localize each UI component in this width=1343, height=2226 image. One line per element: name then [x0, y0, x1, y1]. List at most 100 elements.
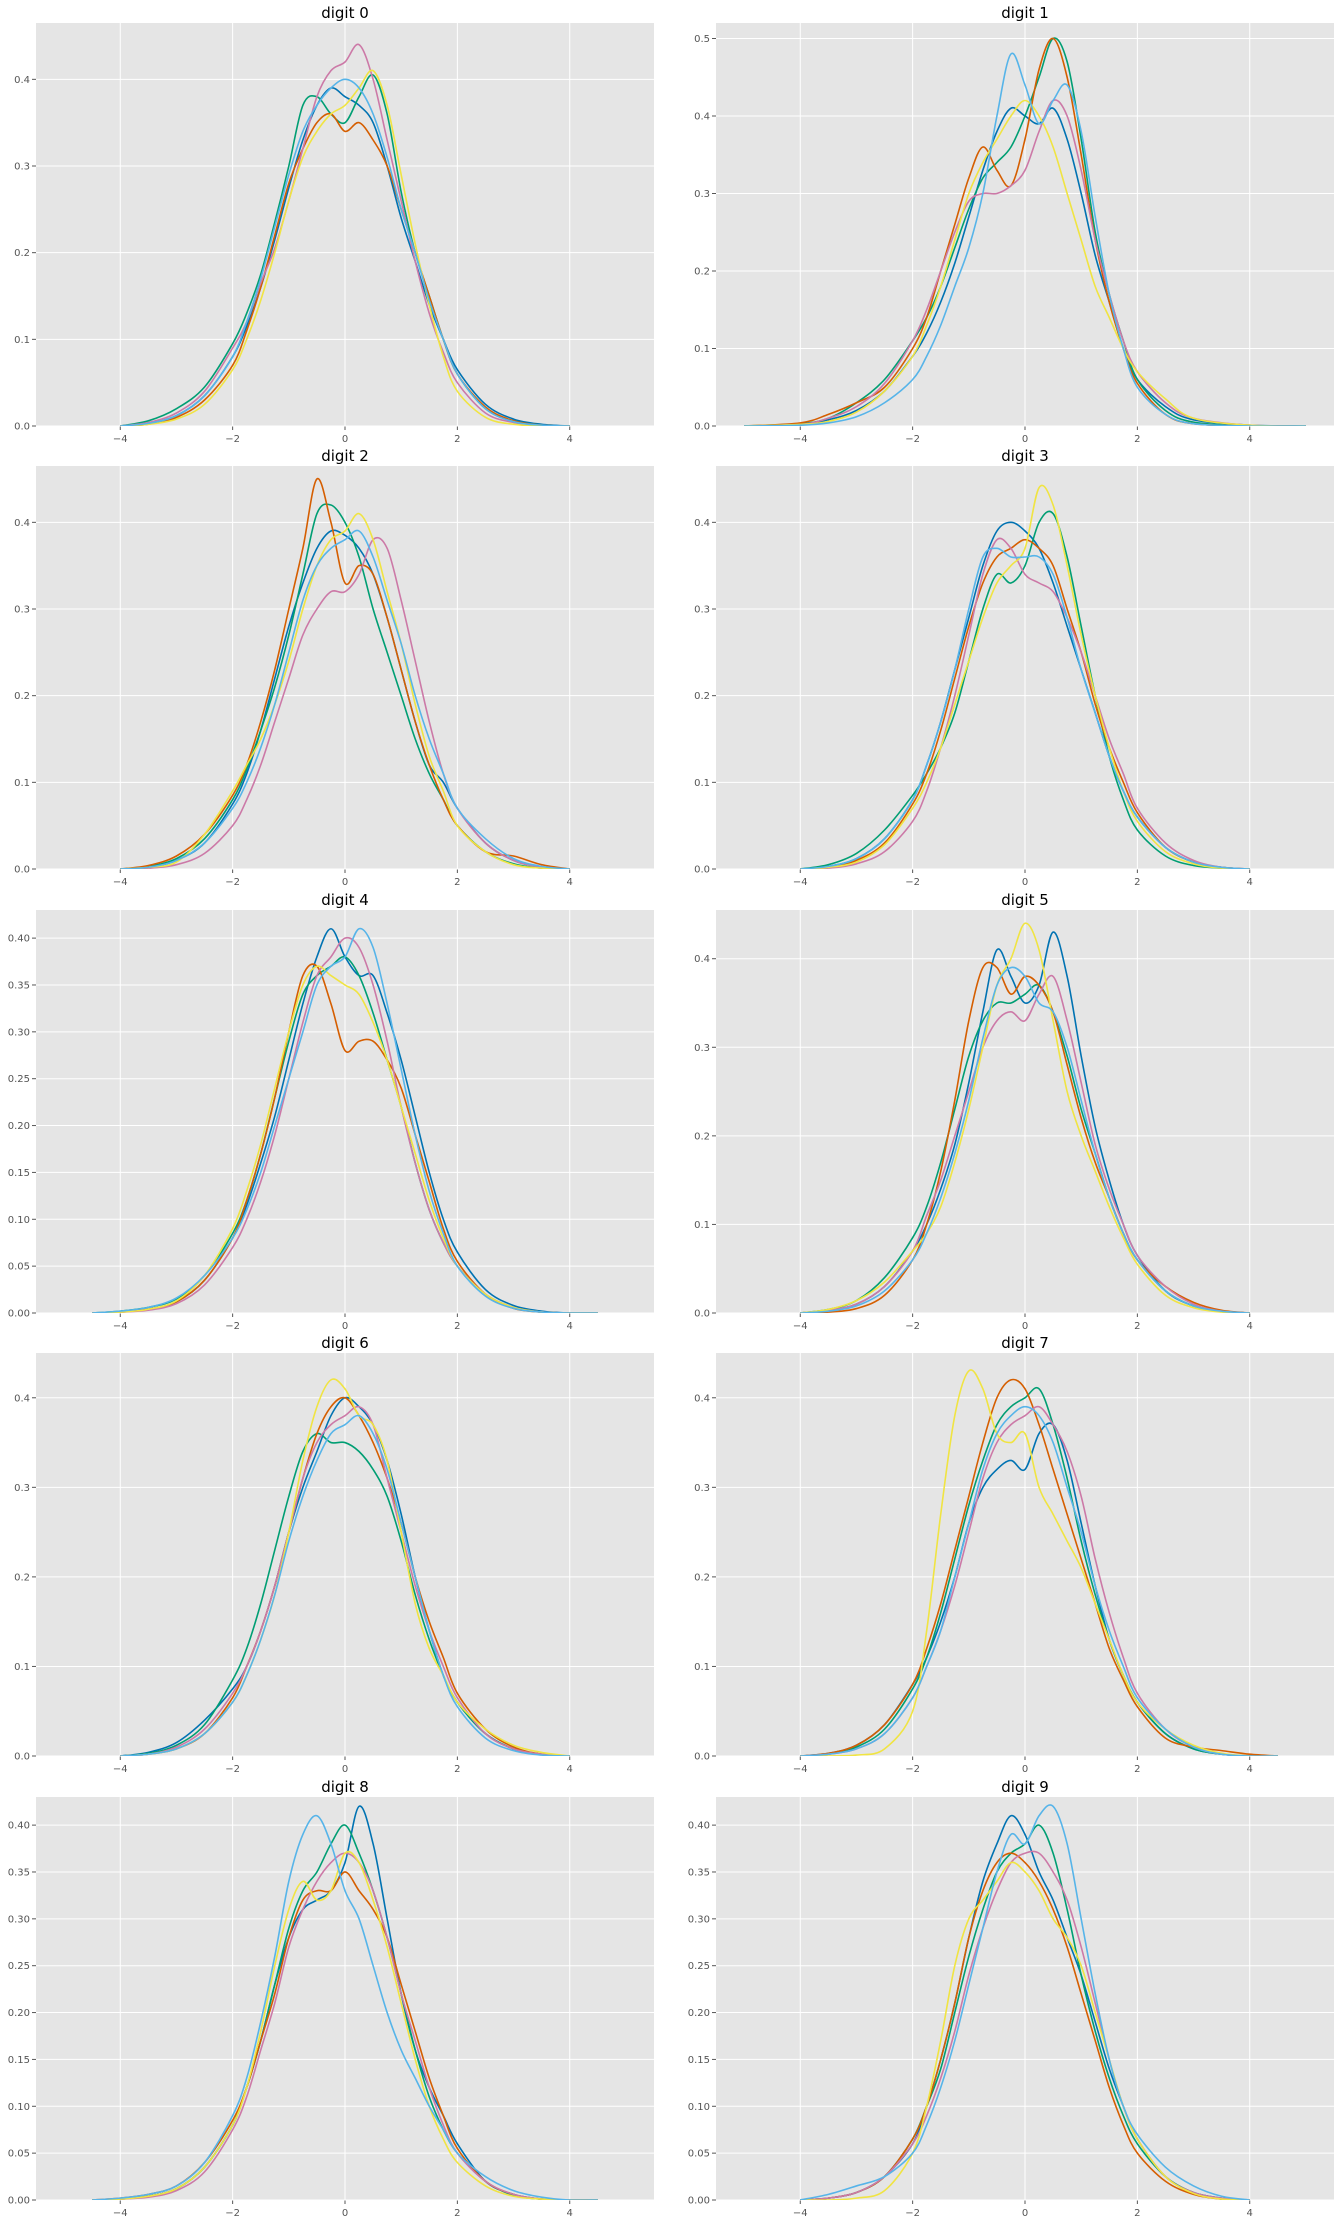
density-line-series-5	[744, 52, 1306, 426]
density-line-series-1	[800, 510, 1250, 869]
x-tick-label: −4	[793, 2208, 808, 2219]
density-line-series-3	[120, 43, 570, 426]
chart-title: digit 6	[321, 1334, 369, 1352]
y-tick-label: 0.05	[8, 2149, 30, 2160]
chart-panel-0: digit 0 −4 −2 0 2 4 0.0 0.1 0.2 0.3 0.4	[0, 0, 660, 452]
x-tick-label: −2	[225, 1764, 240, 1775]
y-tick-label: 0.3	[14, 605, 30, 616]
y-tick-label: 0.00	[8, 1309, 30, 1320]
x-tick-label: 2	[454, 1764, 460, 1775]
x-tick-label: 4	[567, 1764, 573, 1775]
x-tick-label: −4	[113, 1321, 128, 1332]
y-tick-label: 0.2	[14, 691, 30, 702]
x-tick-label: 0	[1022, 877, 1028, 888]
x-tick-label: 2	[1134, 1764, 1140, 1775]
chart-title: digit 4	[321, 891, 369, 909]
y-tick-label: 0.20	[8, 1121, 30, 1132]
y-tick-label: 0.40	[8, 934, 30, 945]
chart-panel-4: digit 4 −4 −2 0 2 4 0.00 0.05 0.10 0.15 0.20 0.25 0.…	[0, 887, 660, 1339]
y-tick-label: 0.00	[8, 2196, 30, 2207]
x-tick-label: 4	[567, 1321, 573, 1332]
chart-panel-7: digit 7 −4 −2 0 2 4 0.0 0.1 0.2 0.3 0.4	[680, 1330, 1340, 1782]
y-tick-label: 0.10	[688, 2102, 710, 2113]
chart-svg: digit 2 −4 −2 0 2 4 0.0 0.1 0.2 0.3 0.4	[14, 447, 654, 888]
x-tick-label: 0	[1022, 2208, 1028, 2219]
y-tick-label: 0.10	[8, 2102, 30, 2113]
chart-title: digit 8	[321, 1778, 369, 1796]
y-tick-label: 0.0	[694, 422, 710, 433]
x-tick-label: 2	[1134, 434, 1140, 445]
density-line-series-4	[800, 484, 1250, 869]
series-group	[120, 43, 570, 426]
y-tick-label: 0.1	[694, 344, 710, 355]
x-tick-label: 2	[454, 2208, 460, 2219]
density-line-series-5	[120, 1414, 570, 1756]
y-tick-label: 0.25	[8, 1074, 30, 1085]
y-tick-label: 0.00	[688, 2196, 710, 2207]
x-tick-label: −4	[113, 434, 128, 445]
series-group	[92, 927, 598, 1313]
x-tick-label: 4	[1247, 434, 1253, 445]
y-tick-label: 0.25	[8, 1961, 30, 1972]
x-tick-label: 0	[342, 1764, 348, 1775]
y-tick-label: 0.4	[694, 112, 710, 123]
y-tick-label: 0.25	[688, 1961, 710, 1972]
x-tick-label: 4	[567, 434, 573, 445]
y-tick-label: 0.0	[14, 865, 30, 876]
x-tick-label: 2	[454, 1321, 460, 1332]
y-tick-label: 0.3	[694, 1043, 710, 1054]
y-tick-label: 0.2	[694, 1131, 710, 1142]
density-line-series-2	[744, 37, 1306, 426]
y-tick-label: 0.20	[8, 2008, 30, 2019]
y-tick-label: 0.15	[8, 2055, 30, 2066]
x-tick-label: −2	[225, 434, 240, 445]
x-tick-label: 2	[454, 434, 460, 445]
density-line-series-2	[800, 538, 1250, 869]
y-tick-label: 0.15	[688, 2055, 710, 2066]
density-line-series-2	[92, 963, 598, 1313]
chart-svg: digit 4 −4 −2 0 2 4 0.00 0.05 0.10 0.15 0.20 0.25 0.…	[8, 891, 654, 1332]
y-tick-label: 0.40	[688, 1821, 710, 1832]
y-tick-label: 0.1	[14, 335, 30, 346]
x-tick-label: 0	[342, 877, 348, 888]
y-tick-label: 0.1	[694, 1662, 710, 1673]
series-group	[120, 1378, 570, 1756]
y-tick-label: 0.0	[14, 1752, 30, 1763]
series-group	[800, 1369, 1278, 1756]
x-tick-label: 4	[1247, 1764, 1253, 1775]
density-line-series-3	[800, 537, 1250, 869]
y-tick-label: 0.4	[14, 518, 30, 529]
density-line-series-4	[800, 922, 1250, 1313]
density-line-series-5	[800, 547, 1250, 869]
density-line-series-4	[120, 512, 570, 869]
x-tick-label: −4	[113, 877, 128, 888]
y-tick-label: 0.3	[14, 162, 30, 173]
chart-panel-3: digit 3 −4 −2 0 2 4 0.0 0.1 0.2 0.3 0.4	[680, 443, 1340, 895]
y-tick-label: 0.1	[14, 1662, 30, 1673]
x-tick-label: 4	[1247, 1321, 1253, 1332]
x-tick-label: −2	[905, 1321, 920, 1332]
x-tick-label: 0	[342, 1321, 348, 1332]
x-tick-label: −2	[225, 1321, 240, 1332]
density-line-series-5	[800, 1804, 1250, 2200]
y-tick-label: 0.0	[694, 1752, 710, 1763]
x-tick-label: −4	[113, 1764, 128, 1775]
x-tick-label: −4	[793, 434, 808, 445]
density-line-series-2	[800, 1378, 1278, 1756]
density-line-series-5	[92, 927, 598, 1313]
density-line-series-2	[120, 1396, 570, 1756]
density-line-series-1	[800, 1386, 1278, 1756]
y-tick-label: 0.4	[694, 1393, 710, 1404]
x-tick-label: 4	[1247, 877, 1253, 888]
y-tick-label: 0.0	[14, 422, 30, 433]
y-tick-label: 0.40	[8, 1821, 30, 1832]
chart-svg: digit 0 −4 −2 0 2 4 0.0 0.1 0.2 0.3 0.4	[14, 4, 654, 445]
y-tick-label: 0.05	[688, 2149, 710, 2160]
x-tick-label: −2	[905, 1764, 920, 1775]
chart-svg: digit 9 −4 −2 0 2 4 0.00 0.05 0.10 0.15 0.20 0.25 0.…	[688, 1778, 1334, 2219]
y-tick-label: 0.15	[8, 1168, 30, 1179]
chart-svg: digit 6 −4 −2 0 2 4 0.0 0.1 0.2 0.3 0.4	[14, 1334, 654, 1775]
y-tick-label: 0.0	[694, 1309, 710, 1320]
density-line-series-4	[744, 99, 1306, 426]
y-tick-label: 0.35	[8, 980, 30, 991]
